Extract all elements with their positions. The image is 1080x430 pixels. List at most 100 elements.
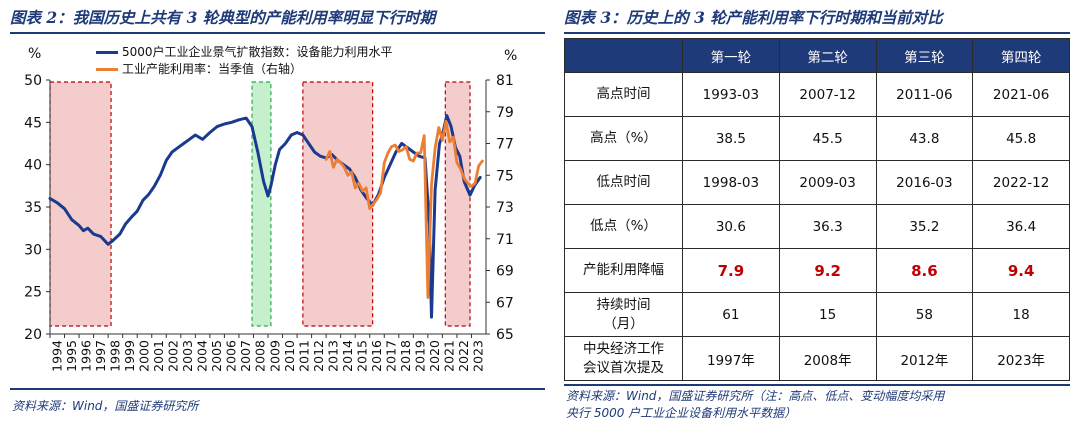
left-tick-label: 45 [24,115,42,131]
right-tick-label: 75 [496,168,514,184]
x-tick-label: 2019 [413,340,428,372]
table-row-label: 高点（%） [564,116,683,161]
x-tick-label: 2015 [354,340,369,372]
table-row: 低点时间 1998-03 2009-03 2016-03 2022-12 [564,160,1070,205]
x-tick-label: 2008 [253,340,268,372]
right-panel-title: 图表 3：历史上的 3 轮产能利用率下行时期和当前对比 [564,8,943,27]
table-row-label: 持续时间 （月） [564,292,683,337]
table-row-label: 中央经济工作 会议首次提及 [564,336,683,381]
right-tick-label: 65 [496,327,514,343]
table-row-label: 低点时间 [564,160,683,205]
right-tick-label: 77 [496,137,514,153]
table-cell: 2016-03 [875,160,974,205]
x-tick-label: 2022 [456,340,471,372]
table-row: 高点（%） 38.5 45.5 43.8 45.8 [564,116,1070,161]
table-cell: 2007-12 [778,72,877,117]
x-tick-label: 2004 [195,340,210,372]
legend-swatch-blue [96,51,118,54]
x-tick-label: 2003 [180,340,195,372]
left-panel-title: 图表 2：我国历史上共有 3 轮典型的产能利用率明显下行时期 [10,8,436,27]
table-cell: 58 [875,292,974,337]
table-row-label: 产能利用降幅 [564,248,683,293]
table-cell: 7.9 [682,248,780,293]
right-axis-unit: % [504,48,517,64]
legend-entry-blue: 5000户工业企业景气扩散指数：设备能力利用水平 [96,44,393,61]
legend-label-orange: 工业产能利用率：当季值（右轴） [122,62,303,76]
table-cell: 2009-03 [778,160,877,205]
left-tick-label: 30 [24,242,42,258]
table-cell: 2022-12 [972,160,1070,205]
x-tick-label: 2013 [325,340,340,372]
table-cell: 15 [778,292,877,337]
x-tick-label: 2001 [151,340,166,372]
table-cell: 2008年 [778,336,877,381]
series-line-industrial-capacity-utilization [324,119,484,299]
table-cell: 35.2 [875,204,974,249]
x-tick-label: 2000 [136,340,151,372]
left-title-rule [10,32,545,34]
table-cell: 2011-06 [875,72,974,117]
right-tick-label: 67 [496,295,514,311]
table-cell: 1997年 [682,336,780,381]
legend-swatch-orange [96,68,118,71]
right-source-line-2: 央行 5000 户工业企业设备利用水平数据） [566,406,797,420]
table-cell: 2012年 [875,336,974,381]
table-cell: 2021-06 [972,72,1070,117]
table-corner-cell [564,38,683,73]
legend-label-blue: 5000户工业企业景气扩散指数：设备能力利用水平 [122,45,393,59]
table-col-round-3: 第三轮 [875,38,974,73]
table-cell: 9.2 [778,248,877,293]
table-cell: 30.6 [682,204,780,249]
x-tick-label: 2007 [238,340,253,372]
x-tick-label: 2016 [369,340,384,372]
x-tick-label: 2002 [166,340,181,372]
x-tick-label: 1998 [107,340,122,372]
table-col-round-1: 第一轮 [682,38,780,73]
x-tick-label: 2010 [282,340,297,372]
x-tick-label: 2011 [296,340,311,372]
left-axis-unit: % [28,46,41,62]
table-cell: 1993-03 [682,72,780,117]
chart-legend: 5000户工业企业景气扩散指数：设备能力利用水平 工业产能利用率：当季值（右轴） [96,44,393,78]
table-cell: 9.4 [972,248,1070,293]
x-tick-label: 2012 [311,340,326,372]
x-tick-label: 1995 [64,340,79,372]
table-header-row: 第一轮 第二轮 第三轮 第四轮 [564,38,1070,73]
table-cell: 43.8 [875,116,974,161]
right-tick-label: 79 [496,105,514,121]
right-title-rule [564,32,1070,34]
table-cell: 45.8 [972,116,1070,161]
table-row-label: 高点时间 [564,72,683,117]
x-tick-label: 2020 [427,340,442,372]
right-bottom-rule [564,384,1070,386]
left-tick-label: 35 [24,200,42,216]
x-tick-label: 2023 [471,340,486,372]
table-cell: 36.3 [778,204,877,249]
table-row: 持续时间 （月） 61 15 58 18 [564,292,1070,337]
right-source-line-1: 资料来源：Wind，国盛证券研究所（注：高点、低点、变动幅度均采用 [566,389,945,403]
x-tick-label: 2021 [442,340,457,372]
left-tick-label: 25 [24,285,42,301]
table-cell: 45.5 [778,116,877,161]
table-cell: 8.6 [875,248,974,293]
table-cell: 36.4 [972,204,1070,249]
table-col-round-4: 第四轮 [972,38,1070,73]
x-tick-label: 2018 [398,340,413,372]
table-row: 低点（%） 30.6 36.3 35.2 36.4 [564,204,1070,249]
x-tick-label: 2006 [224,340,239,372]
right-tick-label: 73 [496,200,514,216]
shaded-period-2 [251,81,272,327]
table-cell: 61 [682,292,780,337]
x-tick-label: 2009 [267,340,282,372]
table-cell: 2023年 [972,336,1070,381]
left-bottom-rule [10,388,545,390]
x-tick-label: 1994 [49,340,64,372]
right-tick-label: 71 [496,232,514,248]
table-row: 产能利用降幅 7.9 9.2 8.6 9.4 [564,248,1070,293]
comparison-table: 第一轮 第二轮 第三轮 第四轮 高点时间 1993-03 2007-12 2011-0… [564,38,1070,381]
table-row-label: 低点（%） [564,204,683,249]
left-tick-label: 20 [24,327,42,343]
x-tick-label: 2017 [384,340,399,372]
table-row: 中央经济工作 会议首次提及 1997年 2008年 2012年 2023年 [564,336,1070,381]
